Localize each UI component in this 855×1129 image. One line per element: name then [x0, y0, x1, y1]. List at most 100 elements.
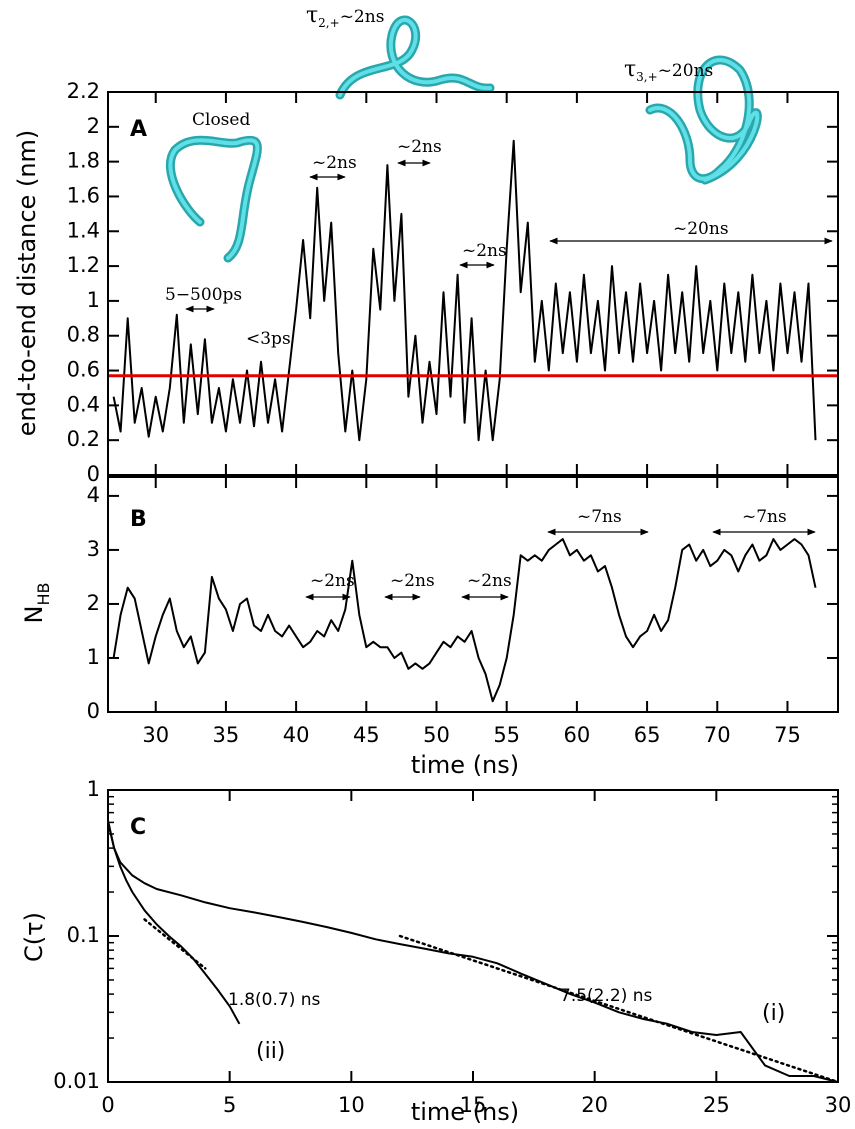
text-part: τ	[306, 3, 318, 28]
x-tick-label: 20	[581, 1093, 608, 1117]
text-part: ~2ns	[397, 137, 442, 157]
text-part: ~20ns	[673, 219, 729, 239]
text-part: C	[130, 815, 146, 840]
y-tick-label: 1	[87, 645, 100, 669]
text-part: 2,+	[318, 16, 340, 30]
panel: 30 35 40 45 50 55 60 65 70 75 0 1 2 3 4 NHB time (ns) B ~7…	[20, 476, 839, 779]
text-part: ~7ns	[577, 507, 622, 527]
annotation: ~2ns	[397, 137, 442, 157]
x-tick-label: 30	[825, 1093, 852, 1117]
text-part: ~2ns	[467, 571, 512, 591]
annotation: ~2ns	[462, 241, 507, 261]
text-part: HB	[34, 583, 53, 606]
x-tick-label: 65	[634, 723, 661, 747]
x-tick-label: 45	[353, 723, 380, 747]
annotation: (ii)	[256, 1039, 285, 1064]
annotation: ~2ns	[312, 153, 357, 173]
y-tick-label: 1	[87, 777, 100, 801]
y-tick-label: 1	[87, 288, 100, 312]
text-part: ~2ns	[310, 571, 355, 591]
protein-open	[335, 15, 495, 100]
annotation: τ2,+~2ns	[306, 3, 384, 30]
x-tick-label: 25	[703, 1093, 730, 1117]
y-axis-label: end-to-end distance (nm)	[13, 130, 41, 437]
y-tick-label: 0.1	[67, 923, 100, 947]
annotation: <3ps	[246, 329, 291, 349]
plot-frame	[107, 789, 839, 1083]
annotation: ~2ns	[310, 571, 355, 591]
plot-frame	[107, 91, 839, 476]
data-line	[143, 918, 207, 970]
protein-hairpin	[645, 55, 762, 185]
y-tick-label: 4	[87, 483, 100, 507]
text-part: A	[130, 117, 147, 142]
text-part: (i)	[762, 1001, 785, 1026]
y-tick-label: 0.01	[53, 1069, 100, 1093]
y-tick-label: 1.2	[67, 253, 100, 277]
annotation: ~20ns	[673, 219, 729, 239]
x-tick-label: 75	[774, 723, 801, 747]
x-tick-label: 10	[338, 1093, 365, 1117]
data-line	[107, 820, 839, 1083]
x-axis-label: time (ns)	[411, 751, 519, 779]
annotation: (i)	[762, 1001, 785, 1026]
protein-closed	[165, 135, 262, 263]
x-tick-label: 15	[460, 1093, 487, 1117]
text-part: ~2ns	[462, 241, 507, 261]
text-part: ~2ns	[312, 153, 357, 173]
annotation: 1.8(0.7) ns	[228, 990, 321, 1010]
text-part: N	[20, 606, 48, 624]
y-tick-label: 1.4	[67, 218, 100, 242]
text-part: 5−500ps	[165, 285, 242, 305]
y-tick-label: 0.8	[67, 323, 100, 347]
y-tick-label: 2.2	[67, 79, 100, 103]
x-tick-label: 30	[142, 723, 169, 747]
annotation: B	[130, 507, 147, 532]
x-tick-label: 5	[223, 1093, 236, 1117]
y-tick-label: 0	[87, 462, 100, 486]
annotation: ~7ns	[577, 507, 622, 527]
panel: 0 5 10 15 20 25 30 0.01 0.1 1 C(τ) time (ns) C 1.8(0.…	[20, 777, 851, 1126]
y-tick-label: 0.4	[67, 392, 100, 416]
text-part: 3,+	[636, 70, 658, 84]
text-part: ~7ns	[742, 507, 787, 527]
text-part: 7.5(2.2) ns	[560, 986, 653, 1006]
y-tick-label: 0.2	[67, 427, 100, 451]
data-line	[398, 934, 840, 1084]
x-tick-label: 40	[283, 723, 310, 747]
text-part: ~2ns	[390, 571, 435, 591]
data-line	[112, 139, 817, 442]
x-tick-label: 0	[101, 1093, 114, 1117]
annotation: Closed	[192, 110, 250, 130]
text-part: ~20ns	[658, 61, 714, 81]
text-part: ~2ns	[340, 7, 385, 27]
y-tick-label: 0.6	[67, 358, 100, 382]
annotation: ~2ns	[390, 571, 435, 591]
annotation: A	[130, 117, 147, 142]
text-part: τ	[624, 57, 636, 82]
y-tick-label: 2	[87, 591, 100, 615]
y-tick-label: 1.6	[67, 183, 100, 207]
text-part: <3ps	[246, 329, 291, 349]
x-tick-label: 60	[564, 723, 591, 747]
panel: 0 0.2 0.4 0.6 0.8 1 1.2 1.4 1.6 1.8 2 2.2 end-to-end…	[13, 3, 839, 486]
y-tick-label: 0	[87, 699, 100, 723]
text-part: C(τ)	[20, 912, 48, 962]
text-part: 1.8(0.7) ns	[228, 990, 321, 1010]
annotation: ~7ns	[742, 507, 787, 527]
text-part: end-to-end distance (nm)	[13, 130, 41, 437]
text-part: B	[130, 507, 147, 532]
annotation: 5−500ps	[165, 285, 242, 305]
text-part: Closed	[192, 110, 250, 130]
y-tick-label: 1.8	[67, 149, 100, 173]
y-tick-label: 3	[87, 537, 100, 561]
y-tick-label: 2	[87, 114, 100, 138]
x-tick-label: 70	[704, 723, 731, 747]
annotation: τ3,+~20ns	[624, 57, 713, 84]
y-axis-label: C(τ)	[20, 912, 48, 962]
data-line	[112, 538, 817, 703]
text-part: (ii)	[256, 1039, 285, 1064]
x-tick-label: 35	[213, 723, 240, 747]
